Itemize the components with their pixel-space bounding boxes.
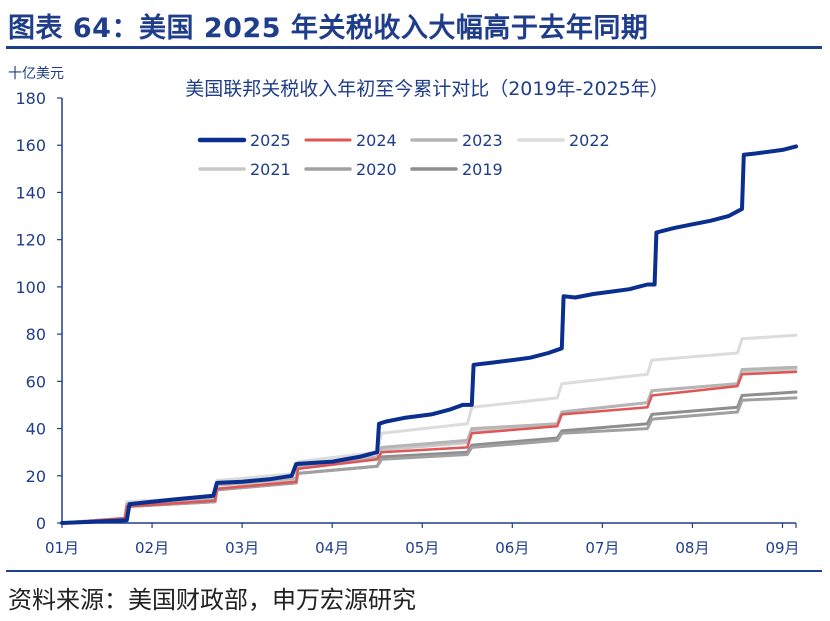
y-tick-label: 0 (36, 514, 46, 533)
source-note: 资料来源：美国财政部，申万宏源研究 (8, 586, 416, 614)
x-tick-label: 04月 (315, 539, 349, 557)
x-tick-label: 01月 (45, 539, 79, 557)
figure-title: 图表 64：美国 2025 年关税收入大幅高于去年同期 (8, 13, 649, 44)
title-rule (6, 46, 822, 49)
axes: 0 20 40 60 80 100 120 140 160 180 01月 02月 03月 04月 05月 0… (15, 89, 799, 557)
series-line-2025 (60, 144, 798, 525)
legend-label-2025: 2025 (250, 131, 291, 150)
y-tick-label: 100 (15, 278, 46, 297)
chart-title: 美国联邦关税收入年初至今累计对比（2019年-2025年） (185, 78, 669, 100)
y-tick-label: 80 (26, 325, 46, 344)
series-layer (60, 144, 798, 525)
legend-label-2019: 2019 (462, 160, 503, 179)
y-tick-label: 120 (15, 231, 46, 250)
legend-label-2020: 2020 (356, 160, 397, 179)
legend: 2025 2024 2023 2022 2021 2020 2019 (197, 131, 610, 179)
x-tick-label: 05月 (405, 539, 439, 557)
series-line-2024 (60, 370, 798, 525)
x-tick-label: 07月 (585, 539, 619, 557)
y-tick-label: 140 (15, 183, 46, 202)
y-axis-unit-label: 十亿美元 (8, 66, 64, 82)
x-tick-label: 09月 (765, 539, 799, 557)
legend-label-2024: 2024 (356, 131, 397, 150)
legend-label-2022: 2022 (569, 131, 610, 150)
y-tick-label: 40 (26, 420, 46, 439)
series-line-2023 (60, 365, 798, 525)
x-tick-label: 08月 (675, 539, 709, 557)
y-tick-label: 160 (15, 136, 46, 155)
x-tick-label: 06月 (495, 539, 529, 557)
series-line-2022 (60, 333, 798, 525)
bottom-rule (6, 570, 822, 572)
y-tick-label: 20 (26, 467, 46, 486)
legend-label-2023: 2023 (462, 131, 503, 150)
legend-label-2021: 2021 (250, 160, 291, 179)
y-tick-label: 60 (26, 372, 46, 391)
line-chart: 美国联邦关税收入年初至今累计对比（2019年-2025年） 十亿美元 0 20 40… (8, 66, 800, 557)
x-tick-label: 02月 (135, 539, 169, 557)
x-tick-label: 03月 (225, 539, 259, 557)
y-tick-label: 180 (15, 89, 46, 108)
